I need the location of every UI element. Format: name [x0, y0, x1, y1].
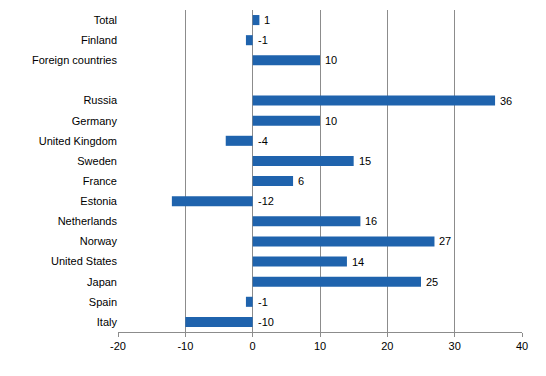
svg-text:Italy: Italy [97, 316, 118, 328]
svg-text:United States: United States [51, 255, 118, 267]
svg-text:15: 15 [359, 155, 371, 167]
svg-text:Norway: Norway [80, 235, 118, 247]
svg-text:Estonia: Estonia [80, 195, 118, 207]
svg-text:Spain: Spain [89, 296, 117, 308]
svg-text:-10: -10 [258, 316, 274, 328]
svg-text:10: 10 [314, 340, 326, 352]
svg-text:Russia: Russia [83, 94, 118, 106]
svg-text:Sweden: Sweden [77, 155, 117, 167]
svg-text:Total: Total [94, 14, 117, 26]
svg-text:-12: -12 [258, 195, 274, 207]
svg-text:-4: -4 [258, 135, 268, 147]
svg-text:Japan: Japan [87, 276, 117, 288]
svg-text:25: 25 [426, 276, 438, 288]
svg-text:36: 36 [500, 95, 512, 107]
svg-text:-1: -1 [258, 34, 268, 46]
svg-text:40: 40 [516, 340, 528, 352]
svg-text:Germany: Germany [72, 115, 118, 127]
svg-text:10: 10 [325, 115, 337, 127]
svg-text:20: 20 [381, 340, 393, 352]
svg-text:-10: -10 [177, 340, 193, 352]
svg-text:10: 10 [325, 54, 337, 66]
svg-text:14: 14 [352, 256, 364, 268]
svg-text:27: 27 [439, 235, 451, 247]
svg-text:-20: -20 [110, 340, 126, 352]
svg-text:30: 30 [449, 340, 461, 352]
svg-text:France: France [83, 175, 117, 187]
svg-text:Foreign countries: Foreign countries [32, 54, 117, 66]
svg-text:0: 0 [250, 340, 256, 352]
svg-text:Finland: Finland [81, 34, 117, 46]
svg-text:6: 6 [298, 175, 304, 187]
svg-text:United Kingdom: United Kingdom [39, 135, 117, 147]
svg-text:1: 1 [264, 14, 270, 26]
svg-text:-1: -1 [258, 296, 268, 308]
svg-text:16: 16 [365, 215, 377, 227]
svg-text:Netherlands: Netherlands [58, 215, 118, 227]
